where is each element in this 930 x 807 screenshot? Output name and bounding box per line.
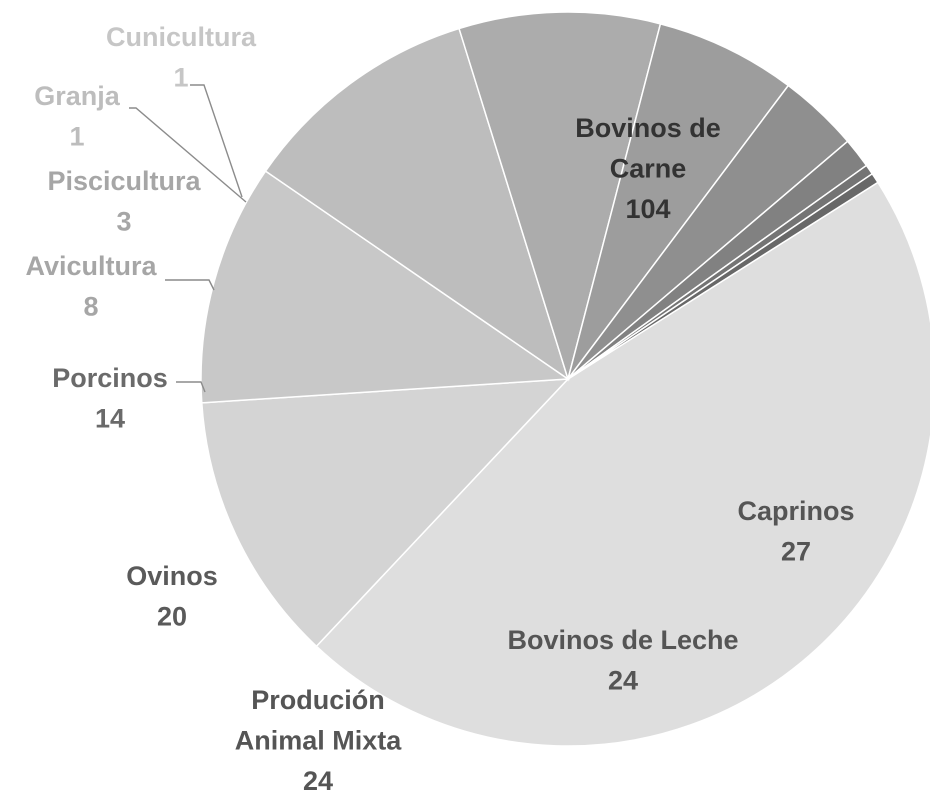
pie-slice-caprinos bbox=[200, 378, 570, 648]
pie-slice-cunicultura bbox=[567, 172, 879, 380]
data-label-granja: Granja 1 bbox=[34, 81, 121, 152]
data-label-piscicultura: Piscicultura 3 bbox=[47, 166, 201, 237]
pie-slice-ovinos bbox=[458, 11, 662, 382]
leader-line-granja bbox=[129, 107, 247, 203]
leader-line-porcinos bbox=[176, 381, 206, 393]
data-label-cunicultura: Cunicultura 1 bbox=[106, 22, 257, 93]
data-label-producion-animal-mixta: Produción Animal Mixta 24 bbox=[235, 685, 403, 796]
pie-slice-porcinos bbox=[567, 22, 790, 380]
leader-lines bbox=[129, 84, 247, 393]
data-label-bovinos-de-carne: Bovinos de Carne 104 bbox=[575, 113, 721, 224]
data-label-avicultura: Avicultura 8 bbox=[25, 251, 157, 322]
data-labels: Bovinos de Carne 104 Caprinos 27 Bovinos de L… bbox=[25, 22, 854, 796]
pie-slice-bovinos-de-carne bbox=[315, 181, 930, 747]
leader-line-cunicultura bbox=[190, 84, 243, 198]
data-label-ovinos: Ovinos 20 bbox=[126, 561, 218, 632]
leader-line-avicultura bbox=[165, 279, 215, 291]
pie-slices bbox=[200, 11, 930, 747]
data-label-porcinos: Porcinos 14 bbox=[52, 363, 168, 434]
pie-slice-producion-animal-mixta bbox=[264, 27, 570, 381]
data-label-caprinos: Caprinos 27 bbox=[737, 496, 854, 567]
data-label-bovinos-de-leche: Bovinos de Leche 24 bbox=[507, 625, 738, 696]
